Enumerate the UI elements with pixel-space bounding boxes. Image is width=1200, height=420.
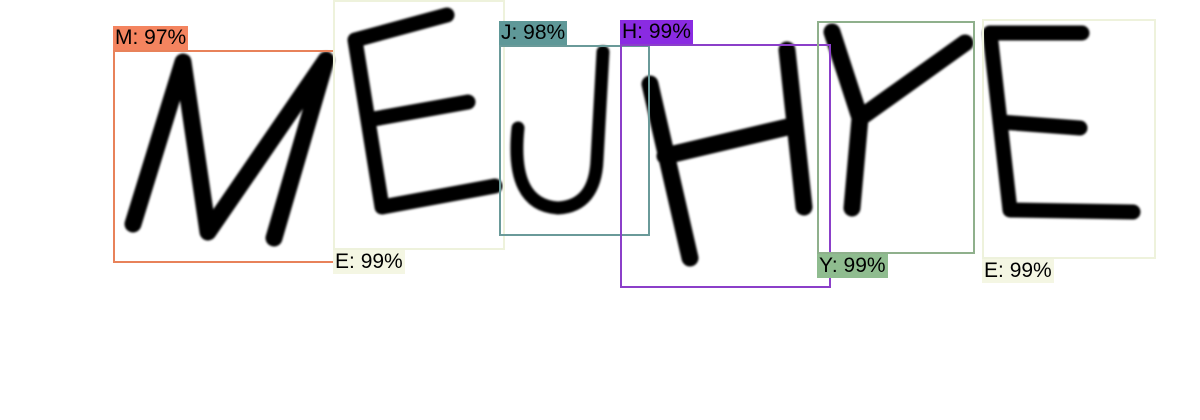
detection-char: H <box>622 20 638 43</box>
detection-char: M <box>115 26 133 49</box>
detection-box-2 <box>333 0 505 250</box>
detection-char: E <box>335 250 350 273</box>
detection-label-4: H: 99% <box>620 20 693 44</box>
detection-box-5 <box>817 21 975 254</box>
captcha-glyph-h <box>641 41 813 267</box>
detection-char: Y <box>819 254 832 277</box>
detection-box-4 <box>620 44 831 288</box>
detection-label-5: Y: 99% <box>817 254 888 278</box>
detection-label-6: E: 99% <box>982 259 1054 283</box>
captcha-glyph-j <box>510 45 610 215</box>
captcha-glyph-e-1 <box>347 7 503 215</box>
detection-confidence: 99% <box>360 250 403 273</box>
captcha-glyph-e-2 <box>982 25 1141 220</box>
detection-confidence: 99% <box>1009 259 1052 282</box>
captcha-glyph-m <box>124 51 335 247</box>
detection-confidence: 99% <box>843 254 886 277</box>
captcha-glyph-y <box>823 23 974 217</box>
detection-confidence: 98% <box>523 21 566 44</box>
detection-char: J <box>501 21 512 44</box>
detection-box-1 <box>113 50 335 263</box>
detection-confidence: 99% <box>648 20 691 43</box>
detection-label-1: M: 97% <box>113 26 189 50</box>
detection-label-2: E: 99% <box>333 250 405 274</box>
detection-box-6 <box>982 19 1156 259</box>
detection-box-3 <box>499 45 650 236</box>
detection-confidence: 97% <box>144 26 187 49</box>
detection-char: E <box>984 259 999 282</box>
detection-label-3: J: 98% <box>499 21 568 45</box>
